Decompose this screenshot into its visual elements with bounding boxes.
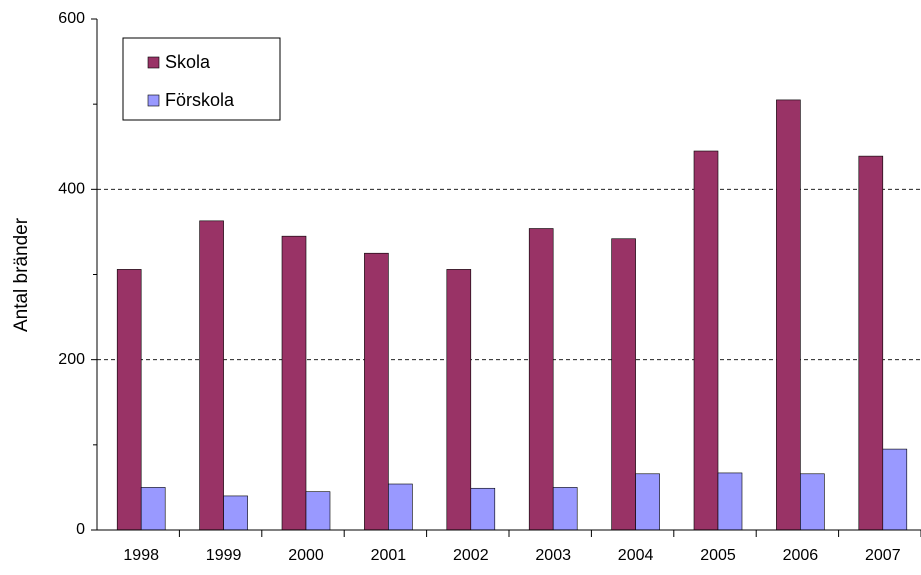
y-tick-label: 600 — [58, 10, 85, 27]
legend-swatch — [147, 94, 160, 107]
legend-swatch — [147, 56, 160, 69]
bar — [528, 228, 554, 531]
bar — [470, 487, 496, 531]
bar — [882, 448, 908, 531]
x-tick-label: 2000 — [288, 547, 324, 564]
bar — [388, 483, 413, 531]
y-axis-label: Antal bränder — [11, 217, 32, 332]
y-tick-label: 0 — [76, 521, 85, 538]
bar — [776, 99, 801, 531]
x-tick-label: 2006 — [783, 547, 819, 564]
bar — [281, 235, 307, 531]
x-tick-label: 1998 — [123, 547, 159, 564]
bar — [223, 495, 248, 531]
x-tick-label: 2003 — [535, 547, 571, 564]
x-tick-label: 2007 — [865, 547, 901, 564]
legend-label: Skola — [165, 52, 211, 72]
bar — [140, 487, 166, 531]
bar — [364, 252, 389, 531]
x-tick-label: 1999 — [206, 547, 242, 564]
bar — [693, 150, 719, 531]
x-tick-label: 2001 — [371, 547, 407, 564]
bar — [116, 269, 142, 531]
bar — [800, 473, 825, 531]
y-tick-label: 400 — [58, 181, 85, 198]
x-tick-label: 2004 — [618, 547, 654, 564]
x-tick-label: 2002 — [453, 547, 489, 564]
bar — [552, 487, 578, 531]
bar — [199, 220, 224, 531]
y-tick-label: 200 — [58, 351, 85, 368]
bar — [858, 155, 884, 531]
x-tick-label: 2005 — [700, 547, 736, 564]
bar — [446, 269, 472, 531]
bar — [611, 238, 636, 531]
legend-box — [122, 37, 281, 121]
bar — [305, 491, 331, 531]
legend-label: Förskola — [165, 90, 235, 110]
bar — [635, 473, 660, 531]
bar — [717, 472, 743, 531]
